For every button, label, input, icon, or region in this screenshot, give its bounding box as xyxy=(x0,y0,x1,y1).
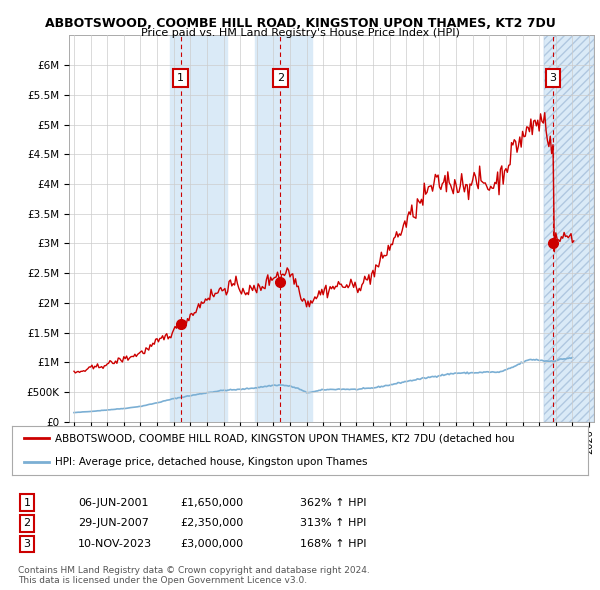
Text: Contains HM Land Registry data © Crown copyright and database right 2024.: Contains HM Land Registry data © Crown c… xyxy=(18,566,370,575)
Bar xyxy=(544,35,594,422)
Text: £1,650,000: £1,650,000 xyxy=(180,498,243,507)
Text: 1: 1 xyxy=(23,498,31,507)
Text: £2,350,000: £2,350,000 xyxy=(180,519,243,528)
Text: 168% ↑ HPI: 168% ↑ HPI xyxy=(300,539,367,549)
Text: This data is licensed under the Open Government Licence v3.0.: This data is licensed under the Open Gov… xyxy=(18,576,307,585)
Text: 10-NOV-2023: 10-NOV-2023 xyxy=(78,539,152,549)
Text: 2: 2 xyxy=(23,519,31,528)
Text: HPI: Average price, detached house, Kingston upon Thames: HPI: Average price, detached house, King… xyxy=(55,457,368,467)
Text: 3: 3 xyxy=(550,73,557,83)
Bar xyxy=(255,35,311,422)
Text: Price paid vs. HM Land Registry's House Price Index (HPI): Price paid vs. HM Land Registry's House … xyxy=(140,28,460,38)
Text: 3: 3 xyxy=(23,539,31,549)
Text: ABBOTSWOOD, COOMBE HILL ROAD, KINGSTON UPON THAMES, KT2 7DU (detached hou: ABBOTSWOOD, COOMBE HILL ROAD, KINGSTON U… xyxy=(55,433,515,443)
Bar xyxy=(170,35,227,422)
Text: 2: 2 xyxy=(277,73,284,83)
Text: 362% ↑ HPI: 362% ↑ HPI xyxy=(300,498,367,507)
Text: 313% ↑ HPI: 313% ↑ HPI xyxy=(300,519,367,528)
Text: 06-JUN-2001: 06-JUN-2001 xyxy=(78,498,149,507)
Bar xyxy=(544,35,594,422)
Text: 29-JUN-2007: 29-JUN-2007 xyxy=(78,519,149,528)
Text: ABBOTSWOOD, COOMBE HILL ROAD, KINGSTON UPON THAMES, KT2 7DU: ABBOTSWOOD, COOMBE HILL ROAD, KINGSTON U… xyxy=(44,17,556,30)
Text: 1: 1 xyxy=(177,73,184,83)
Text: £3,000,000: £3,000,000 xyxy=(180,539,243,549)
